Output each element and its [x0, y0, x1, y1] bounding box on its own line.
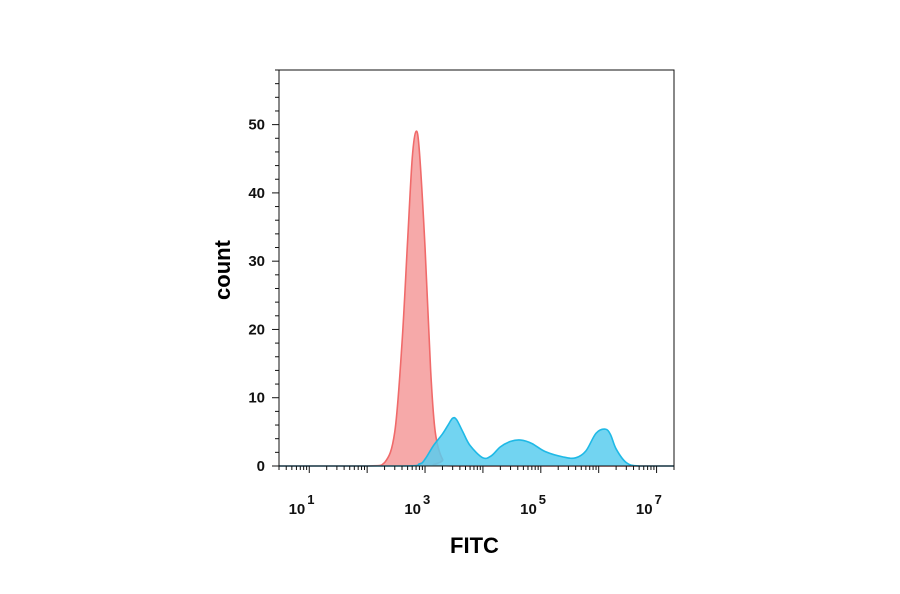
x-tick-label-base: 10 — [404, 501, 421, 518]
y-tick-label: 0 — [257, 458, 265, 475]
series-2-area — [279, 417, 674, 466]
plot-area — [279, 130, 674, 467]
series-2-line — [279, 416, 674, 467]
x-tick-label-exponent: 3 — [423, 492, 430, 507]
x-tick-label-exponent: 5 — [539, 492, 546, 507]
y-axis-title: count — [210, 239, 235, 300]
series-1-area — [279, 131, 674, 467]
series-1-line — [279, 130, 674, 467]
y-tick-label: 10 — [248, 390, 265, 407]
y-tick-label: 30 — [248, 253, 265, 270]
x-tick-label-base: 10 — [520, 501, 537, 518]
x-tick-label-base: 10 — [289, 501, 306, 518]
x-tick-label-base: 10 — [636, 501, 653, 518]
x-tick-label-exponent: 1 — [307, 492, 314, 507]
y-tick-label: 20 — [248, 321, 265, 338]
y-tick-label: 50 — [248, 117, 265, 134]
x-tick-label-exponent: 7 — [655, 492, 662, 507]
x-axis-title: FITC — [450, 533, 499, 558]
plot-frame — [278, 69, 675, 467]
y-tick-label: 40 — [248, 185, 265, 202]
